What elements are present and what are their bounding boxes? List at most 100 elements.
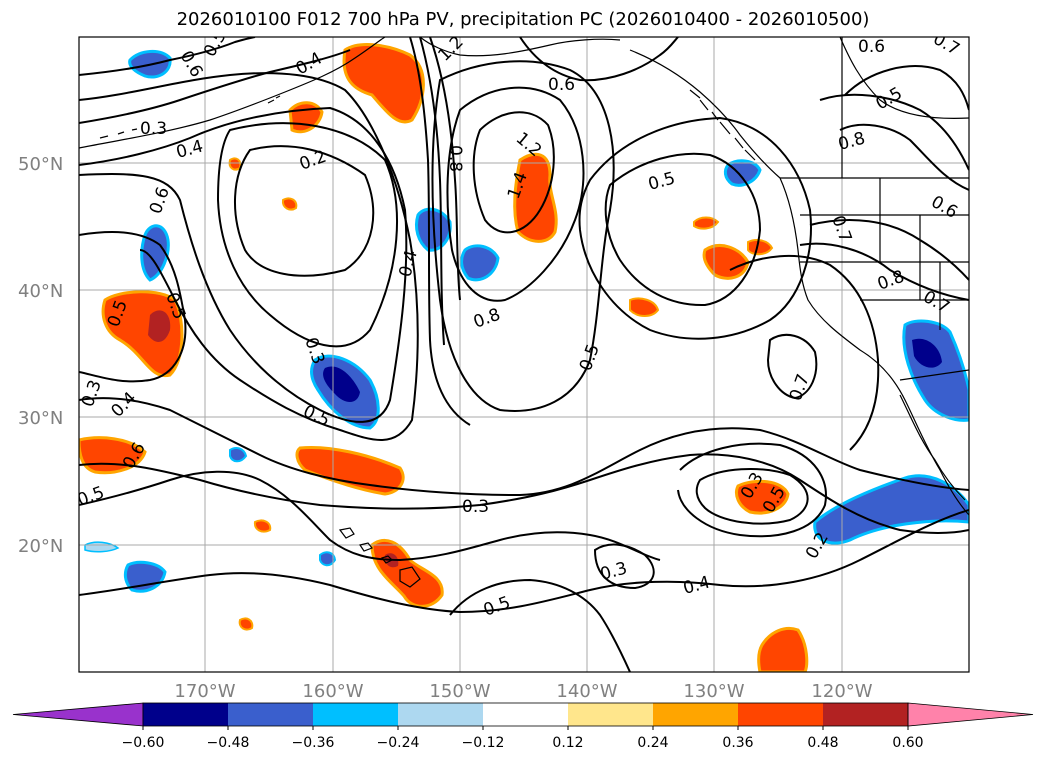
colorbar-tick-label: −0.60 <box>122 735 165 751</box>
pv-contour-05-bottom <box>449 578 631 672</box>
coast-alaska-islands <box>99 95 281 139</box>
map-panel: 0.6 0.5 0.4 1.2 0.6 0.6 0.7 0.3 0.4 0.2 … <box>79 37 969 672</box>
coast-southeast-alaska <box>629 49 781 179</box>
precip-blob-small-4 <box>228 157 242 171</box>
pv-contour-04-west <box>79 106 408 423</box>
pv-contour-gulf-05 <box>431 60 615 412</box>
precip-blob-small-2 <box>747 239 774 256</box>
lon-tick-label: 130°W <box>683 681 744 702</box>
precip-blob-small-7 <box>238 617 254 631</box>
colorbar-segment <box>228 703 313 726</box>
lat-tick-label: 50°N <box>18 154 63 175</box>
lat-tick-label: 40°N <box>18 281 63 302</box>
pv-contour-trough-3 <box>429 37 461 301</box>
colorbar-tick-label: −0.36 <box>292 735 335 751</box>
contour-label: 0.3 <box>140 119 167 139</box>
graticule <box>79 37 969 672</box>
colorbar-segment <box>313 703 398 726</box>
colorbar-tick-label: 0.12 <box>552 735 583 751</box>
colorbar-tick-label: 0.24 <box>637 735 668 751</box>
precip-shading <box>79 43 969 672</box>
pv-contour-04-lower <box>79 509 969 614</box>
colorbar-segment <box>568 703 653 726</box>
precip-blob-gulf <box>513 152 558 243</box>
pv-contour-trough-1 <box>409 37 471 426</box>
pv-contour-06-ne <box>844 65 969 111</box>
pv-contour-06-north <box>519 37 679 82</box>
pv-contour-07-ne <box>819 93 969 171</box>
coast-baja <box>899 394 966 501</box>
colorbar-segment <box>738 703 823 726</box>
pv-contour-08-coast <box>799 242 969 301</box>
pv-contour-gulf-12 <box>472 111 555 234</box>
lat-tick-label: 20°N <box>18 536 63 557</box>
precip-blob-small-6 <box>253 519 272 533</box>
precip-blob-east-1 <box>702 244 750 280</box>
precip-neg-blob-bc <box>723 159 762 187</box>
colorbar-segment <box>483 703 568 726</box>
colorbar-tick-label: 0.60 <box>892 735 923 751</box>
map-frame <box>78 36 970 673</box>
colorbar-tick-label: 0.36 <box>722 735 753 751</box>
precip-blob-east-3 <box>757 626 809 672</box>
pv-contour-gulf-08 <box>446 86 585 302</box>
pv-contour-north-1 <box>79 37 256 76</box>
precip-neg-blob-small-1 <box>229 447 248 463</box>
colorbar-extend-low <box>12 702 144 727</box>
border-us-mexico <box>899 369 969 381</box>
pv-contour-03-se <box>593 543 655 590</box>
contour-label: 0.6 <box>548 75 575 95</box>
precip-neg-blob-se <box>813 474 969 545</box>
contour-label: 0.3 <box>462 497 489 517</box>
pv-contour-02-west <box>233 145 375 277</box>
precip-positive-areas <box>79 43 809 672</box>
coast-hawaii-islands <box>338 527 421 588</box>
colorbar-tick-label: −0.12 <box>462 735 505 751</box>
pv-contours <box>79 37 969 672</box>
colorbar-extend-high <box>907 702 1034 727</box>
coast-west-us <box>779 177 969 516</box>
precip-neg-blob-sw-core <box>323 366 360 403</box>
colorbar-segment <box>143 703 228 726</box>
pv-contour-05-west <box>79 72 419 441</box>
colorbar-segment <box>823 703 908 726</box>
contour-label: 0.8 <box>445 145 465 172</box>
coast-bc-islands <box>689 89 756 161</box>
precip-neg-blob-small-2 <box>319 551 337 567</box>
pv-contour-08-ne <box>839 123 969 191</box>
lat-tick-label: 30°N <box>18 408 63 429</box>
precip-negative-areas <box>84 50 969 593</box>
pv-contour-05-lower <box>79 470 661 562</box>
colorbar-tick-label: −0.24 <box>377 735 420 751</box>
lon-tick-label: 140°W <box>556 681 617 702</box>
precip-blob-hawaii-ne <box>295 445 405 496</box>
precip-blob-small-5 <box>281 197 298 211</box>
coast-alaska-peninsula <box>79 37 386 149</box>
pv-contour-trough-2 <box>419 37 445 346</box>
coast-alaska-interior <box>839 37 969 119</box>
pv-contour-03-east-loop <box>695 467 809 525</box>
precip-blob-small-3 <box>693 216 720 230</box>
pv-contour-05-east <box>677 442 827 538</box>
pv-contour-03-band <box>79 453 969 535</box>
pv-contour-06-west <box>79 231 187 383</box>
latitude-labels: 50°N 40°N 30°N 20°N <box>18 154 63 557</box>
precip-blob-west-1-core <box>148 310 171 342</box>
precip-neg-blob-coast-core <box>912 338 942 368</box>
pv-contour-west-lower <box>79 397 969 497</box>
colorbar-segment <box>653 703 738 726</box>
pv-contour-05-coast <box>809 219 969 281</box>
colorbar-outline <box>142 702 909 727</box>
pv-contour-04-east <box>578 116 812 340</box>
pv-contour-03-west <box>216 122 398 348</box>
lon-tick-label: 120°W <box>811 681 872 702</box>
colorbar-tick-label: −0.48 <box>207 735 250 751</box>
precip-blob-east-2 <box>735 479 790 515</box>
pv-contour-05-bc <box>604 152 762 307</box>
longitude-labels: 170°W 160°W 150°W 140°W 130°W 120°W <box>174 681 872 702</box>
pv-contour-07-east <box>766 333 818 400</box>
colorbar-tick-label: 0.48 <box>807 735 838 751</box>
precip-blob-alaska <box>342 43 425 124</box>
map-title: 2026010100 F012 700 hPa PV, precipitatio… <box>177 9 870 30</box>
